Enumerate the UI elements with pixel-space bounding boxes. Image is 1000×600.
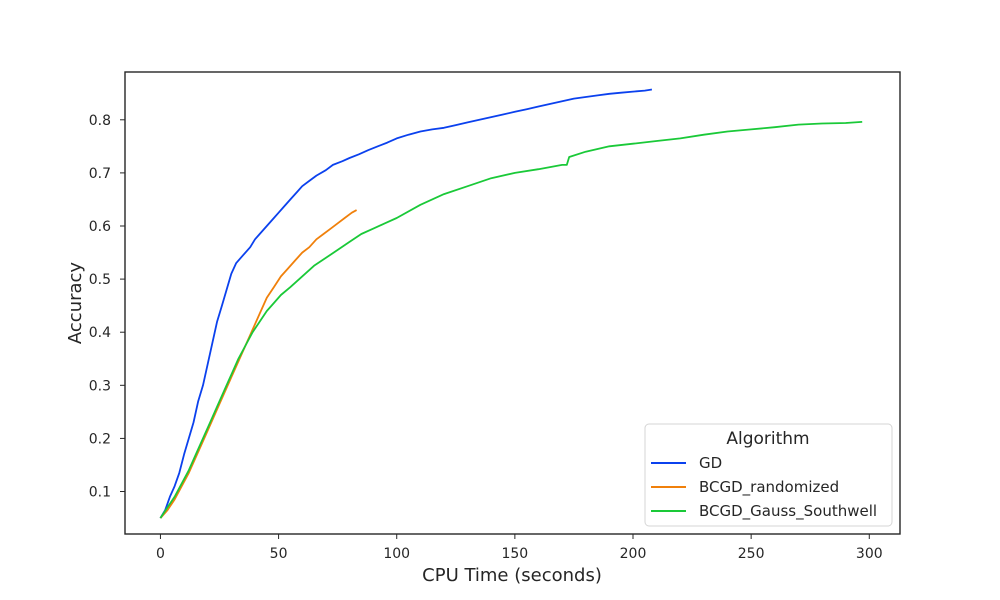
x-axis-ticks: 0 50 100 150 200 250 300 [156, 534, 883, 562]
legend: Algorithm GD BCGD_randomized BCGD_Gauss_… [644, 423, 893, 527]
x-tick-label: 50 [270, 546, 288, 562]
x-tick-label: 300 [856, 546, 883, 562]
x-tick-label: 150 [501, 546, 528, 562]
series-line-gd [159, 88, 653, 519]
axes-frame [124, 71, 901, 535]
y-tick-label: 0.2 [89, 431, 111, 447]
series-line-bcgd-randomized [159, 209, 358, 519]
legend-label-bcgd-gauss-southwell: BCGD_Gauss_Southwell [699, 502, 877, 521]
series-line-bcgd-gauss-southwell [159, 121, 863, 519]
legend-label-gd: GD [699, 454, 722, 472]
series-layer [159, 88, 863, 519]
y-axis-ticks: 0.1 0.2 0.3 0.4 0.5 0.6 0.7 0.8 [89, 113, 125, 501]
y-tick-label: 0.7 [89, 166, 111, 182]
y-tick-label: 0.5 [89, 272, 111, 288]
y-tick-label: 0.1 [89, 485, 111, 501]
legend-title: Algorithm [726, 429, 809, 449]
x-tick-label: 0 [156, 546, 165, 562]
legend-box [644, 423, 893, 527]
x-tick-label: 250 [738, 546, 765, 562]
y-tick-label: 0.8 [89, 113, 111, 129]
x-tick-label: 200 [620, 546, 647, 562]
x-tick-label: 100 [383, 546, 410, 562]
y-tick-label: 0.4 [89, 325, 111, 341]
x-axis-title: CPU Time (seconds) [422, 565, 602, 586]
y-axis-title: Accuracy [65, 262, 86, 345]
legend-label-bcgd-randomized: BCGD_randomized [699, 478, 839, 497]
y-tick-label: 0.3 [89, 378, 111, 394]
y-tick-label: 0.6 [89, 219, 111, 235]
